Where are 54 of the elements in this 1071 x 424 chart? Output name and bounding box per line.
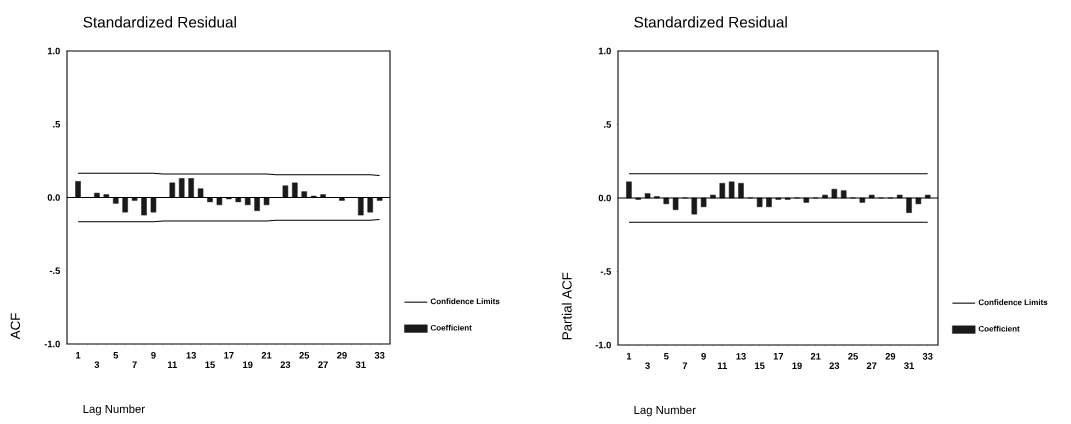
x-tick-label: 23	[829, 362, 840, 370]
x-tick-label: 21	[810, 353, 821, 360]
x-tick-label: 17	[773, 353, 784, 360]
x-tick-label: 27	[318, 361, 328, 368]
chart-title: Standardized Residual	[83, 16, 236, 28]
y-tick-label: 1.0	[47, 47, 60, 55]
legend-label: Coefficient	[430, 324, 472, 331]
x-tick-label: 5	[113, 352, 119, 359]
x-tick-label: 31	[904, 362, 914, 370]
x-tick-label: 25	[299, 352, 310, 359]
x-tick-label: 3	[645, 362, 650, 370]
x-tick-label: 29	[885, 353, 896, 360]
y-tick-label: -1.0	[595, 341, 611, 349]
y-tick-label: 0.0	[47, 194, 60, 201]
x-tick-label: 1	[76, 352, 81, 359]
x-axis-title: Lag Number	[634, 405, 696, 417]
x-tick-label: 25	[848, 353, 858, 360]
x-tick-label: 15	[205, 361, 215, 368]
legend-label: Confidence Limits	[978, 299, 1048, 306]
legend-label: Confidence Limits	[430, 298, 500, 305]
y-tick-label: 0.0	[598, 194, 611, 202]
x-axis-title: Lag Number	[83, 404, 145, 416]
y-tick-label: .5	[53, 120, 61, 128]
x-tick-label: 27	[866, 362, 877, 369]
x-tick-label: 9	[151, 352, 156, 359]
y-axis-title: ACF	[10, 313, 21, 340]
x-tick-label: 11	[717, 362, 727, 369]
y-tick-label: 1.0	[598, 47, 611, 55]
x-tick-label: 33	[374, 352, 385, 359]
y-tick-label: -.5	[49, 267, 61, 274]
y-tick-label: -.5	[600, 268, 612, 275]
x-tick-label: 13	[736, 353, 746, 360]
y-tick-label: -1.0	[44, 340, 60, 348]
x-tick-label: 7	[132, 361, 137, 368]
legend-label: Coefficient	[978, 325, 1020, 332]
x-tick-label: 19	[792, 362, 802, 369]
x-tick-label: 17	[224, 352, 234, 359]
x-tick-label: 1	[626, 353, 632, 360]
y-axis-title: Partial ACF	[561, 272, 572, 340]
x-tick-label: 29	[337, 352, 347, 359]
x-tick-label: 3	[94, 361, 100, 369]
x-tick-label: 15	[755, 362, 765, 369]
x-tick-label: 33	[922, 353, 933, 360]
x-tick-label: 11	[167, 361, 177, 368]
x-tick-label: 21	[261, 352, 272, 359]
x-tick-label: 9	[701, 353, 706, 360]
x-tick-label: 5	[663, 353, 669, 360]
y-tick-label: .5	[604, 121, 612, 128]
x-tick-label: 31	[355, 361, 366, 369]
x-tick-label: 23	[280, 361, 291, 369]
x-tick-label: 7	[682, 362, 688, 369]
x-tick-label: 13	[186, 352, 196, 359]
chart-title: Standardized Residual	[634, 16, 787, 28]
x-tick-label: 19	[243, 361, 253, 368]
